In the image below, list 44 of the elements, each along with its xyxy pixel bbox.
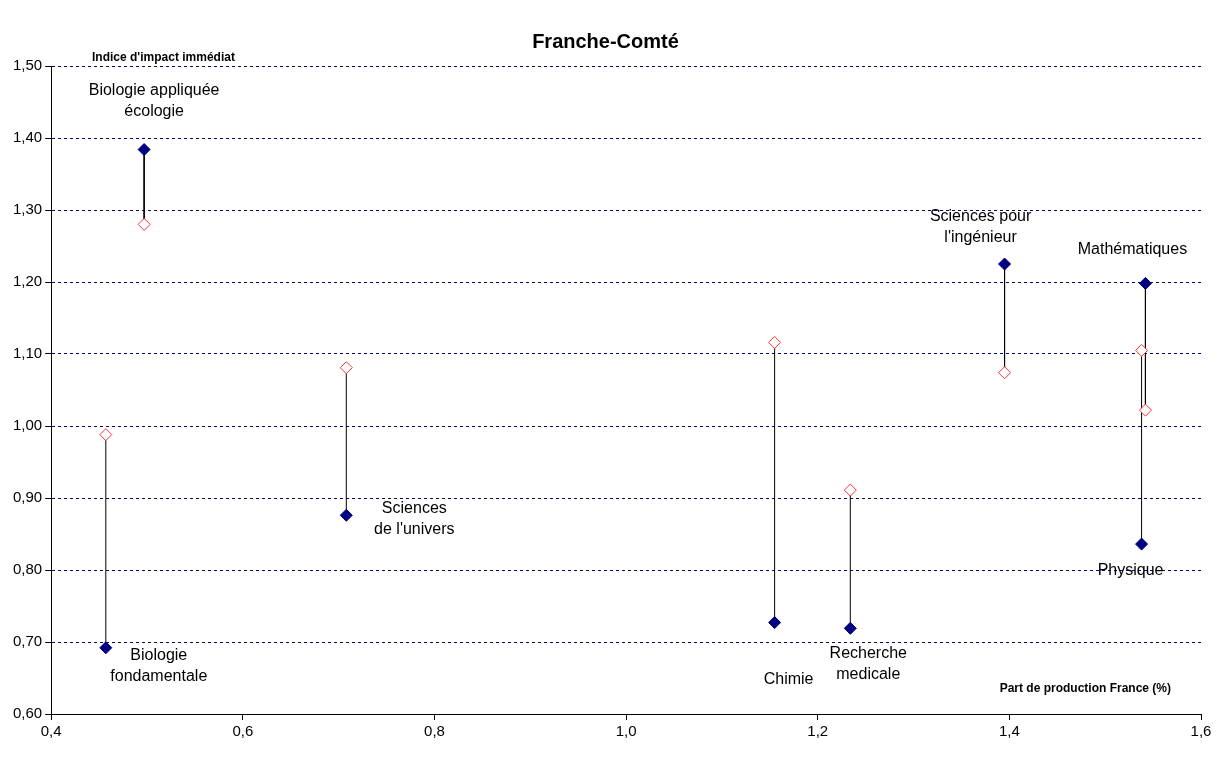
point [339, 508, 353, 522]
y-tick-label: 0,60 [12, 704, 43, 722]
point [998, 257, 1012, 271]
x-tick-label: 1,0 [615, 722, 637, 740]
chart-title: Franche-Comté [532, 29, 679, 52]
y-tick-label: 0,80 [12, 560, 43, 578]
point [1135, 343, 1149, 357]
y-tick-label: 1,00 [12, 416, 43, 434]
y-tick-label: 1,10 [12, 344, 43, 362]
annotation: Sciences pour l'ingénieur [929, 206, 1032, 245]
x-tick-label: 1,4 [998, 722, 1020, 740]
annotation: Biologie appliquée écologie [88, 81, 220, 120]
x-tick-label: 0,8 [424, 722, 445, 740]
x-tick-label: 0,6 [232, 722, 254, 740]
point [768, 335, 782, 349]
point [768, 616, 782, 630]
point [1138, 276, 1152, 290]
y-tick-label: 1,30 [12, 200, 43, 218]
point [843, 621, 857, 635]
x-tick-label: 1,2 [807, 722, 829, 740]
point [137, 143, 151, 157]
point [99, 428, 113, 442]
annotation: Sciences de l'univers [374, 499, 455, 538]
y-axis-title: Indice d'impact immédiat [92, 50, 235, 65]
y-tick-label: 0,90 [12, 488, 43, 506]
x-axis-title: Part de production France (%) [999, 681, 1171, 696]
point [1138, 403, 1152, 417]
point [843, 483, 857, 497]
point [137, 217, 151, 231]
annotation: Physique [1097, 561, 1164, 579]
y-tick-label: 0,70 [12, 632, 43, 650]
annotation: Chimie [763, 669, 814, 687]
y-tick-label: 1,20 [12, 272, 43, 290]
x-tick-label: 0,4 [40, 722, 62, 740]
point [998, 366, 1012, 380]
x-tick-label: 1,6 [1190, 722, 1212, 740]
point [99, 641, 113, 655]
annotation: Biologie fondamentale [110, 645, 208, 684]
y-tick-label: 1,50 [12, 56, 43, 74]
annotation: Recherche medicale [829, 644, 908, 683]
point [1135, 537, 1149, 551]
y-tick-label: 1,40 [12, 128, 43, 146]
point [339, 361, 353, 375]
annotation: Mathématiques [1077, 239, 1188, 257]
